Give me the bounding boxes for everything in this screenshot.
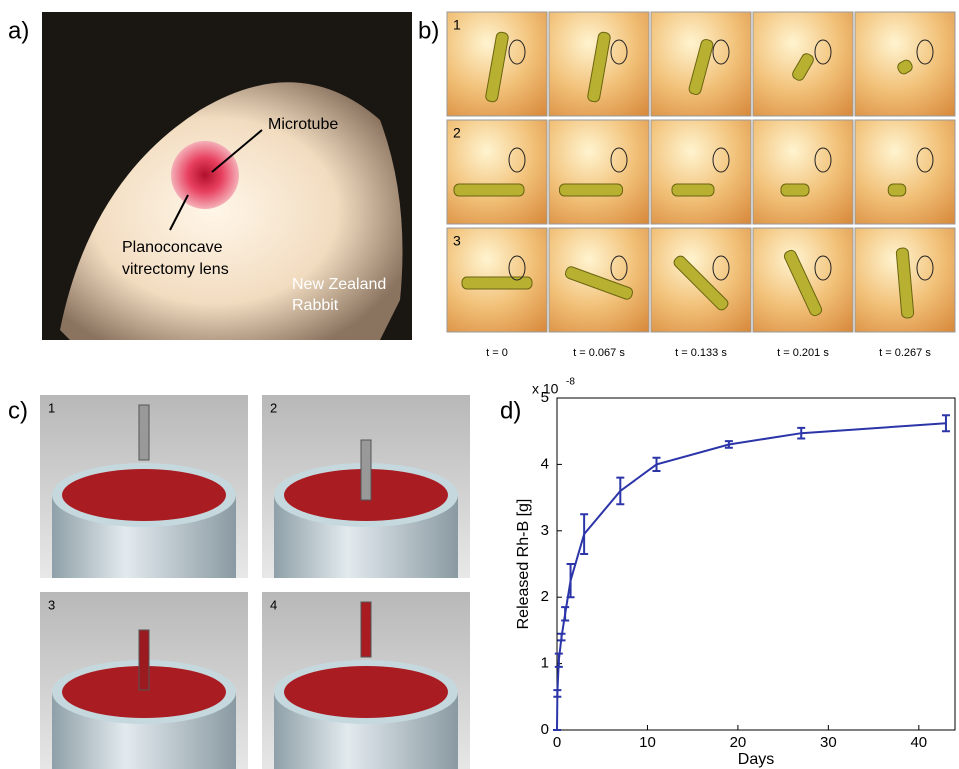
plot-area bbox=[557, 398, 955, 730]
x-tick-label: 10 bbox=[639, 734, 656, 751]
annotation: New Zealand bbox=[292, 276, 386, 293]
step-label: 1 bbox=[48, 400, 55, 415]
x-tick-label: 0 bbox=[553, 734, 561, 751]
annotation: Microtube bbox=[268, 116, 338, 133]
time-label: t = 0.201 s bbox=[777, 347, 829, 359]
row-label: 3 bbox=[453, 233, 461, 249]
video-frame bbox=[447, 120, 547, 224]
video-frame bbox=[651, 120, 751, 224]
y-multiplier-exponent: -8 bbox=[566, 377, 575, 388]
panel-label: a) bbox=[8, 17, 29, 44]
liquid bbox=[284, 666, 448, 718]
video-frame bbox=[855, 120, 955, 224]
microtube bbox=[560, 184, 623, 196]
microtube bbox=[888, 184, 906, 196]
liquid bbox=[62, 469, 226, 521]
step-label: 4 bbox=[270, 597, 277, 612]
panel-label: c) bbox=[8, 397, 28, 424]
annotation: vitrectomy lens bbox=[122, 261, 229, 278]
row-label: 2 bbox=[453, 125, 461, 141]
microtube bbox=[139, 405, 149, 460]
panel-b: 1 2 3 t = 0 t = 0.067 s t = 0.133 s t = 0.201 … bbox=[447, 12, 955, 359]
step-label: 2 bbox=[270, 400, 277, 415]
y-tick-label: 2 bbox=[541, 588, 549, 605]
microtube bbox=[139, 630, 149, 690]
y-tick-label: 1 bbox=[541, 655, 549, 672]
video-frame bbox=[753, 120, 853, 224]
video-frame bbox=[549, 120, 649, 224]
x-tick-label: 30 bbox=[820, 734, 837, 751]
y-multiplier: x 10 bbox=[532, 381, 559, 397]
y-tick-label: 0 bbox=[541, 721, 549, 738]
microtube bbox=[781, 184, 809, 196]
panel-label: b) bbox=[418, 17, 439, 44]
y-axis-label: Released Rh-B [g] bbox=[515, 499, 532, 630]
microtube bbox=[361, 602, 371, 657]
microtube bbox=[361, 440, 371, 500]
microtube bbox=[454, 184, 524, 196]
panel-a: a) Microtube Planoconcave vitrectomy len… bbox=[8, 12, 412, 340]
lens bbox=[171, 141, 239, 209]
panel-label: d) bbox=[500, 397, 521, 424]
x-tick-label: 20 bbox=[730, 734, 747, 751]
figure: a) Microtube Planoconcave vitrectomy len… bbox=[0, 0, 959, 769]
annotation: Planoconcave bbox=[122, 239, 223, 256]
row-label: 1 bbox=[453, 17, 461, 33]
x-axis-label: Days bbox=[738, 751, 774, 768]
panel-c: 1 2 3 4 bbox=[40, 395, 470, 769]
microtube bbox=[672, 184, 714, 196]
annotation: Rabbit bbox=[292, 297, 339, 314]
time-label: t = 0 bbox=[486, 347, 508, 359]
step-label: 3 bbox=[48, 597, 55, 612]
time-label: t = 0.267 s bbox=[879, 347, 931, 359]
y-tick-label: 4 bbox=[541, 455, 549, 472]
microtube bbox=[462, 277, 532, 289]
time-label: t = 0.067 s bbox=[573, 347, 625, 359]
time-label: t = 0.133 s bbox=[675, 347, 727, 359]
y-tick-label: 3 bbox=[541, 522, 549, 539]
x-tick-label: 40 bbox=[910, 734, 927, 751]
